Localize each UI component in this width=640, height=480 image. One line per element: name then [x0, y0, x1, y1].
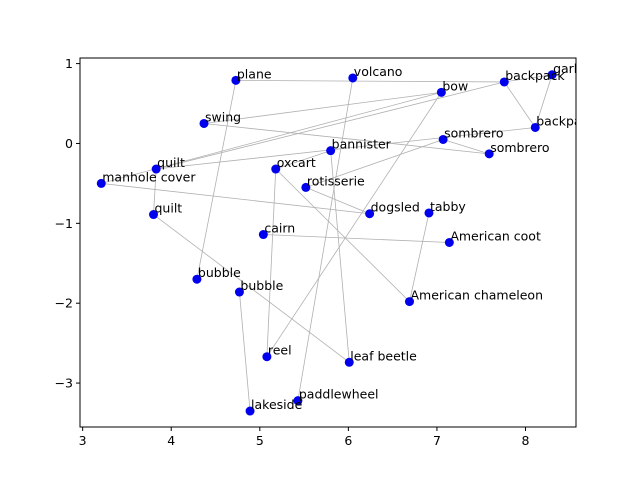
point-label: reel: [268, 343, 292, 358]
edge-line: [504, 74, 553, 83]
edge-line: [239, 291, 251, 412]
edge-line: [443, 139, 490, 155]
data-point: [262, 352, 272, 362]
data-point: [96, 178, 106, 188]
point-label: American coot: [450, 229, 541, 244]
edge-line: [305, 187, 370, 215]
x-tick-label: 6: [344, 433, 352, 448]
x-tick-label: 4: [167, 433, 175, 448]
edge-line: [534, 74, 553, 128]
point-label: sombrero: [490, 140, 549, 155]
point-label: dogsled: [371, 200, 420, 215]
edge-line: [297, 77, 354, 401]
data-point: [258, 230, 268, 240]
edge-line: [203, 123, 490, 155]
data-point: [271, 164, 281, 174]
edge-layer: [101, 74, 553, 412]
edge-line: [266, 169, 277, 357]
point-label: paddlewheel: [299, 387, 379, 402]
edge-line: [305, 139, 444, 188]
y-tick-label: −3: [55, 376, 73, 391]
edge-line: [203, 91, 442, 124]
edge-line: [503, 81, 536, 128]
point-label: quilt: [157, 155, 185, 170]
data-point: [530, 122, 540, 132]
data-point: [499, 77, 509, 87]
data-point: [245, 406, 255, 416]
point-label: bubble: [240, 278, 283, 293]
data-point: [484, 149, 494, 159]
edge-line: [266, 92, 442, 357]
point-label: leaf beetle: [350, 348, 417, 363]
data-point: [547, 70, 557, 80]
point-label: bannister: [332, 137, 392, 152]
edge-line: [330, 150, 350, 363]
data-point: [231, 75, 241, 85]
point-label: rotisserie: [307, 173, 365, 188]
edge-line: [235, 79, 505, 83]
edge-line: [275, 150, 331, 170]
x-tick-label: 7: [433, 433, 441, 448]
point-label-layer: garbage truckbackpackvolcanoplanebowswin…: [102, 61, 640, 412]
data-point: [326, 146, 336, 156]
point-label: backpack: [536, 113, 596, 128]
point-label: lakeside: [251, 397, 303, 412]
edge-line: [153, 214, 350, 363]
y-tick-label: −1: [55, 216, 73, 231]
point-label: oxcart: [277, 155, 316, 170]
point-label: American chameleon: [410, 288, 543, 303]
point-label: tabby: [430, 199, 466, 214]
y-tick-label: −2: [55, 296, 73, 311]
data-point: [149, 210, 159, 220]
data-point: [365, 209, 375, 219]
point-label: quilt: [155, 201, 183, 216]
data-point: [436, 87, 446, 97]
edge-line: [153, 168, 157, 215]
point-label: bubble: [198, 265, 241, 280]
edge-line: [409, 212, 430, 302]
data-point: [404, 297, 414, 307]
edge-line: [101, 182, 370, 215]
x-axis: 3 4 5 6 7 8: [79, 427, 530, 448]
data-point: [444, 238, 454, 247]
x-tick-label: 8: [522, 433, 530, 448]
edge-line: [263, 234, 450, 243]
point-layer: [96, 70, 557, 416]
edge-line: [156, 127, 536, 170]
point-label: cairn: [264, 221, 295, 236]
point-label: swing: [205, 109, 241, 124]
edge-line: [156, 81, 505, 170]
x-tick-label: 5: [256, 433, 264, 448]
data-point: [348, 73, 358, 83]
data-point: [344, 357, 354, 367]
y-tick-label: 1: [65, 56, 73, 71]
data-point: [151, 164, 161, 174]
y-tick-label: 0: [65, 136, 73, 151]
data-point: [234, 287, 244, 297]
x-tick-label: 3: [79, 433, 87, 448]
point-label: garbage truck: [553, 61, 640, 76]
point-label: sombrero: [444, 125, 503, 140]
plot-frame: [79, 57, 577, 428]
data-point: [192, 274, 202, 284]
point-label: backpack: [505, 68, 565, 83]
edge-line: [275, 168, 410, 302]
point-label: plane: [237, 66, 272, 81]
data-point: [438, 134, 448, 144]
data-point: [424, 208, 434, 218]
point-label: volcano: [354, 64, 403, 79]
point-label: bow: [442, 78, 468, 93]
data-point: [293, 396, 303, 406]
edge-line: [196, 80, 237, 280]
data-point: [301, 182, 311, 192]
point-label: manhole cover: [102, 169, 196, 184]
data-point: [199, 118, 209, 128]
y-axis: −3 −2 −1 0 1: [55, 56, 80, 391]
